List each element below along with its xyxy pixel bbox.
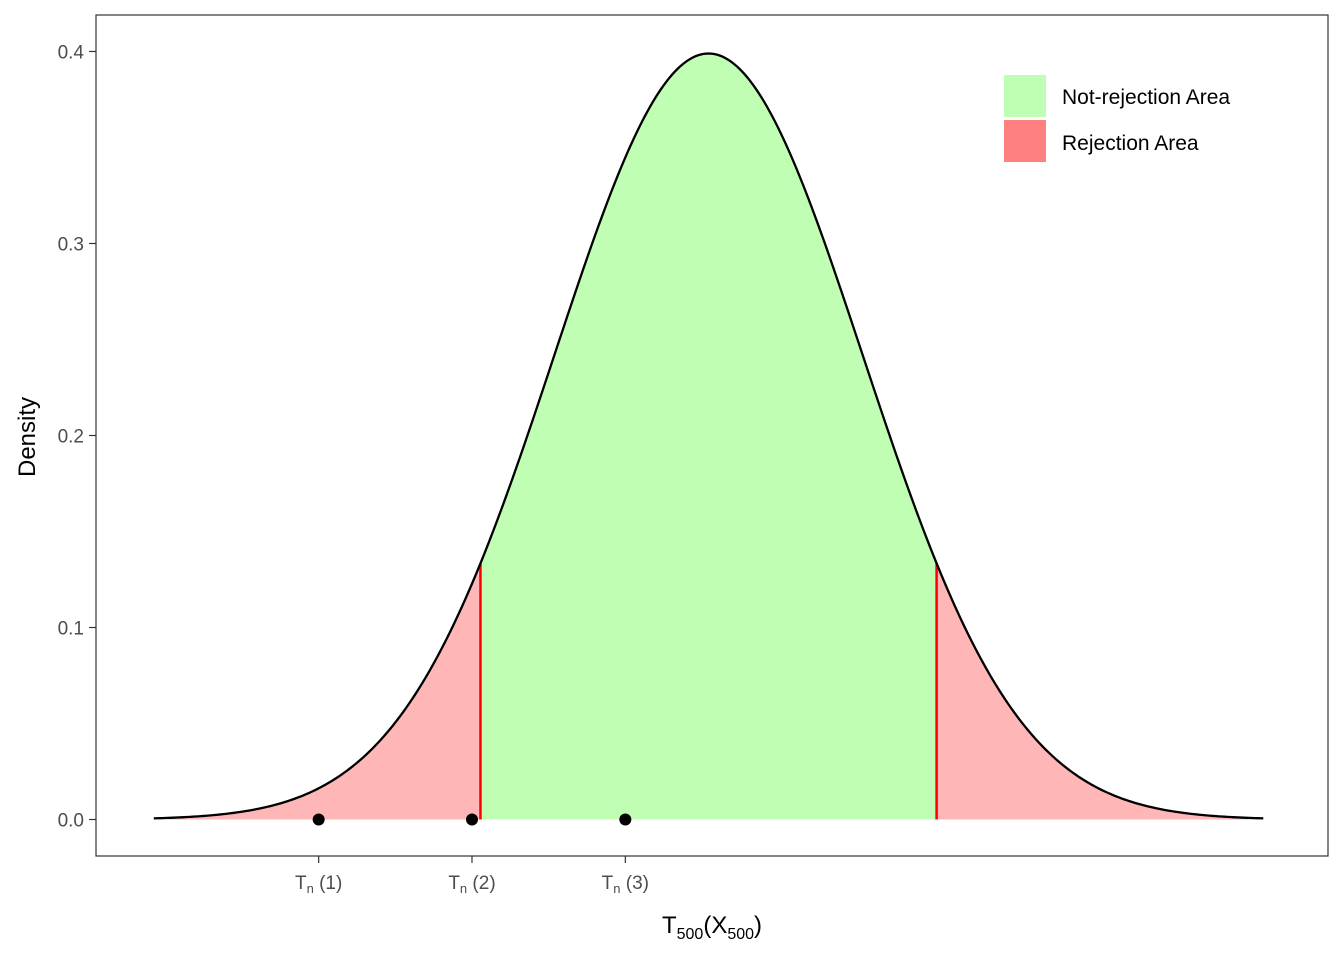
legend: Not-rejection Area Rejection Area [1004,75,1230,162]
rejection-area-left [153,563,481,820]
fill-layer [153,53,1264,820]
data-point-1 [312,813,325,826]
x-axis-title: T500(X500) [662,912,762,943]
density-curve [153,52,1264,820]
y-tick-label: 0.2 [58,427,84,448]
legend-label-not-rejection: Not-rejection Area [1062,86,1230,109]
legend-label-rejection: Rejection Area [1062,132,1199,155]
not-rejection-area [480,53,937,820]
x-axis-title-close: ) [754,912,762,939]
y-tick-label: 0.0 [58,811,84,832]
y-axis-title: Density [14,397,41,477]
y-tick-label: 0.1 [58,619,84,640]
x-axis-title-sub2: 500 [727,926,754,943]
x-tick-label-3: Tn (3) [602,873,649,896]
rejection-area-right [936,563,1264,820]
x-tick-label-1: Tn (1) [295,873,342,896]
legend-key-not-rejection [1004,75,1046,117]
data-point-2 [465,813,478,826]
y-axis: 0.0 0.1 0.2 0.3 0.4 [58,42,96,832]
x-axis: Tn (1) Tn (2) Tn (3) [295,856,649,896]
x-tick-label-2: Tn (2) [448,873,495,896]
line-layer [153,52,1264,820]
data-point-3 [619,813,632,826]
x-axis-title-main: T [662,912,677,939]
x-axis-title-open: (X [703,912,727,939]
y-tick-label: 0.4 [58,42,85,63]
point-layer [312,813,632,826]
y-tick-label: 0.3 [58,234,84,255]
legend-key-rejection [1004,120,1046,162]
x-axis-title-sub: 500 [677,926,704,943]
